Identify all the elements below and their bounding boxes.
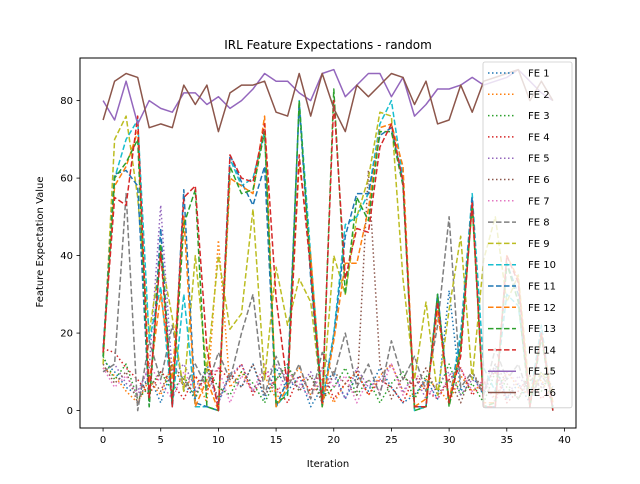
x-tick-label: 20 [327, 435, 340, 446]
legend-label-fe-2: FE 2 [528, 90, 550, 101]
series-line-fe-7 [102, 363, 554, 404]
series-line-fe-14 [102, 99, 554, 412]
series-line-fe-10 [102, 99, 554, 412]
series-line-fe-2 [102, 239, 554, 404]
x-tick-label: 40 [558, 435, 571, 446]
series-line-fe-6 [102, 169, 554, 404]
series-line-fe-12 [102, 115, 554, 412]
legend-label-fe-1: FE 1 [528, 69, 550, 80]
y-tick-label: 60 [60, 174, 73, 185]
legend-frame [482, 61, 573, 409]
series-line-fe-13 [102, 88, 554, 412]
legend-label-fe-3: FE 3 [528, 111, 550, 122]
legend-label-fe-12: FE 12 [528, 303, 556, 314]
series-line-fe-3 [102, 355, 554, 404]
x-tick-label: 35 [500, 435, 513, 446]
legend-label-fe-10: FE 10 [528, 260, 556, 271]
series-line-fe-4 [102, 347, 554, 404]
x-tick-label: 5 [158, 435, 164, 446]
x-axis-label: Iteration [307, 459, 349, 470]
legend-label-fe-4: FE 4 [528, 132, 550, 143]
legend-label-fe-16: FE 16 [528, 388, 556, 399]
y-tick-label: 80 [60, 96, 73, 107]
y-axis-label: Feature Expectation Value [35, 176, 46, 307]
legend-label-fe-13: FE 13 [528, 324, 556, 335]
x-tick-label: 10 [212, 435, 225, 446]
ticks-layer: 0 5 10 15 20 25 30 35 40 0 20 40 60 80 [60, 96, 571, 446]
legend-label-fe-11: FE 11 [528, 282, 556, 293]
legend-label-fe-15: FE 15 [528, 367, 556, 378]
series-line-fe-16 [102, 68, 554, 133]
legend-label-fe-5: FE 5 [528, 154, 550, 165]
y-tick-label: 20 [60, 329, 73, 340]
x-tick-label: 30 [443, 435, 456, 446]
y-tick-label: 40 [60, 251, 73, 262]
legend-label-fe-6: FE 6 [528, 175, 550, 186]
x-tick-label: 0 [100, 435, 106, 446]
legend-label-fe-7: FE 7 [528, 196, 550, 207]
plot-area-frame [79, 57, 577, 429]
x-tick-label: 15 [270, 435, 283, 446]
x-tick-label: 25 [385, 435, 398, 446]
legend-label-fe-14: FE 14 [528, 345, 556, 356]
legend-label-fe-9: FE 9 [528, 239, 550, 250]
y-tick-label: 0 [67, 406, 73, 417]
legend-label-fe-8: FE 8 [528, 218, 550, 229]
legend: FE 1 FE 2 FE 3 FE 4 FE 5 FE 6 FE 7 FE 8 FE 9 FE 1… [482, 61, 573, 409]
series-layer [102, 68, 554, 412]
series-line-fe-15 [102, 68, 554, 125]
chart-title: IRL Feature Expectations - random [224, 38, 432, 52]
